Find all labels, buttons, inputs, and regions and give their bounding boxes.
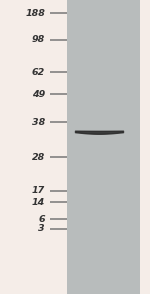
Text: 6: 6 — [38, 215, 45, 223]
FancyBboxPatch shape — [67, 0, 140, 294]
Text: 49: 49 — [32, 90, 45, 98]
Text: 98: 98 — [32, 35, 45, 44]
Text: 188: 188 — [25, 9, 45, 18]
Text: 14: 14 — [32, 198, 45, 207]
Text: 3: 3 — [38, 224, 45, 233]
Text: 17: 17 — [32, 186, 45, 195]
Text: 62: 62 — [32, 68, 45, 76]
Text: 38: 38 — [32, 118, 45, 126]
Text: 28: 28 — [32, 153, 45, 162]
